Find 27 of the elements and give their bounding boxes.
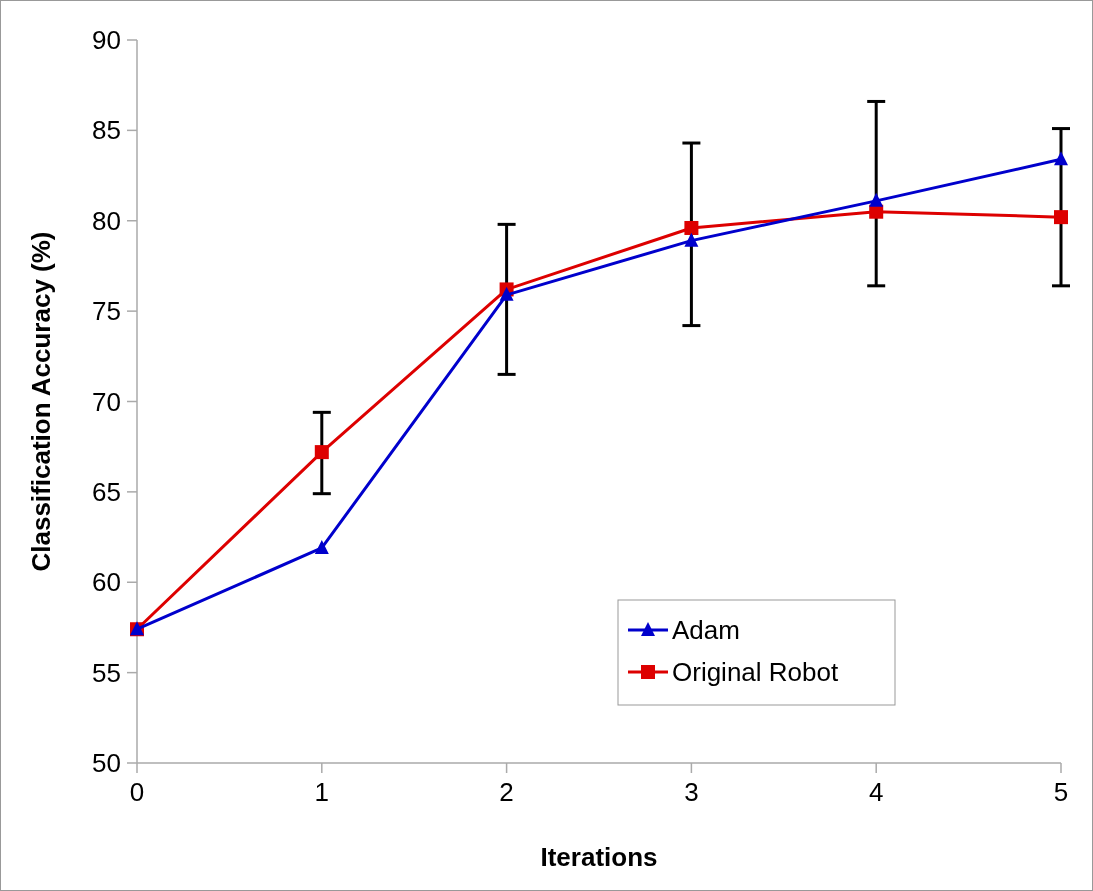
y-tick-label: 70 <box>92 386 121 417</box>
y-tick-label: 85 <box>92 115 121 146</box>
x-tick-label: 4 <box>868 777 884 807</box>
point <box>314 539 329 554</box>
point <box>314 445 329 460</box>
legend-label: Adam <box>672 615 740 646</box>
y-axis-title: Classification Accuracy (%) <box>26 231 56 572</box>
y-tick-label: 80 <box>92 205 121 236</box>
x-axis-title: Iterations <box>540 842 658 872</box>
point <box>1054 151 1068 166</box>
x-tick-label: 2 <box>499 777 514 807</box>
x-tick-label: 3 <box>684 777 699 807</box>
point <box>1054 210 1068 225</box>
y-tick-label: 50 <box>92 748 121 779</box>
x-tick-label: 1 <box>314 777 330 807</box>
x-tick-label: 0 <box>129 777 145 807</box>
y-tick-label: 60 <box>92 567 121 598</box>
point <box>869 192 884 207</box>
y-tick-label: 90 <box>92 25 121 56</box>
point <box>684 220 699 235</box>
y-tick-label: 75 <box>92 296 121 327</box>
y-tick-label: 55 <box>92 657 121 688</box>
legend-label: Original Robot <box>672 657 839 688</box>
point <box>684 232 699 247</box>
x-tick-label: 5 <box>1053 777 1069 807</box>
y-tick-label: 65 <box>92 476 121 507</box>
point <box>499 286 514 301</box>
